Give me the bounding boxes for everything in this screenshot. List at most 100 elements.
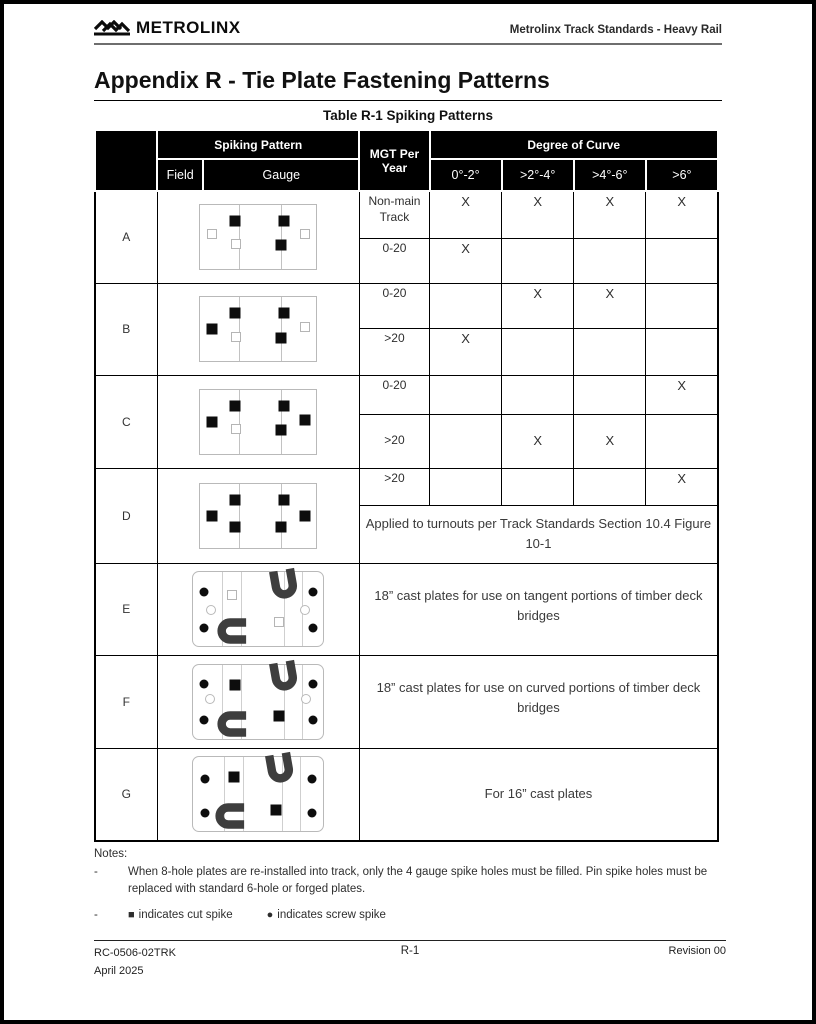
- gauge-header: Gauge: [202, 158, 361, 192]
- cut-spike-legend: ■ indicates cut spike: [128, 907, 233, 924]
- cut-spike-marker: [229, 400, 241, 411]
- deg-col-header: >2°-4°: [500, 158, 575, 192]
- rail-line: [221, 572, 223, 646]
- cast-plate-e: [192, 567, 325, 647]
- tie-plate-diagram: [156, 747, 360, 842]
- cut-spike-marker: [278, 215, 290, 227]
- cut-spike-marker: [229, 307, 241, 319]
- metrolinx-logo-icon: [94, 19, 130, 35]
- cut-spike-marker: [278, 307, 290, 319]
- rail-line: [238, 389, 240, 454]
- curve-mark: X: [428, 237, 503, 284]
- curve-mark: [573, 374, 647, 415]
- tie-plate-diagram: [156, 282, 360, 376]
- mgt-value: Non-main Track: [358, 190, 431, 239]
- hole-spike-marker: [300, 604, 311, 615]
- note-dash: -: [94, 866, 98, 878]
- cut-spike-marker: [206, 416, 218, 427]
- note-item-legend: - ■ indicates cut spike ● indicates screw …: [94, 907, 734, 924]
- page-title: Appendix R - Tie Plate Fastening Pattern…: [94, 67, 550, 93]
- curve-mark: [428, 282, 503, 329]
- rail-anchor-clip-icon: [217, 618, 247, 644]
- curve-mark: [501, 237, 575, 284]
- rail-anchor-clip-icon: [217, 710, 247, 737]
- cut-spike-marker: [275, 332, 287, 344]
- pin-spike-marker: [231, 239, 242, 250]
- curve-mark: [573, 237, 647, 284]
- mgt-value: >20: [358, 413, 431, 469]
- rail-line: [242, 757, 244, 832]
- hole-spike-marker: [205, 694, 216, 705]
- mgt-value: 0-20: [358, 374, 431, 415]
- cut-spike-marker: [299, 510, 311, 521]
- note-dash: -: [94, 908, 98, 921]
- pin-spike-marker: [299, 229, 310, 240]
- footer-doc-number: RC-0506-02TRK: [94, 947, 176, 959]
- table-row-a: A Non-main Track X X X X: [94, 190, 719, 284]
- spike-plate-b: [199, 296, 318, 362]
- screw-spike-marker: [308, 679, 318, 689]
- curve-mark: [501, 327, 575, 376]
- title-divider: [94, 100, 722, 101]
- pattern-letter: E: [94, 562, 158, 656]
- rail-line: [238, 205, 240, 270]
- deg-col-header: 0°-2°: [428, 158, 503, 192]
- curve-mark: [645, 282, 719, 329]
- tie-plate-diagram: [156, 562, 360, 656]
- pattern-letter: D: [94, 467, 158, 564]
- footer-revision: Revision 00: [668, 945, 726, 957]
- rail-line: [281, 205, 283, 270]
- curve-mark: [428, 467, 503, 506]
- curve-mark: [501, 467, 575, 506]
- screw-spike-marker: [307, 774, 317, 784]
- cut-spike-marker: [229, 494, 241, 506]
- table-title: Table R-1 Spiking Patterns: [322, 108, 494, 123]
- spike-plate-d: [199, 482, 318, 549]
- rail-line: [238, 483, 240, 548]
- curve-mark: X: [501, 282, 575, 329]
- rail-line: [224, 757, 226, 832]
- curve-mark: [501, 374, 575, 415]
- tie-plate-diagram: [156, 654, 360, 749]
- cut-spike-icon: ■: [128, 908, 135, 921]
- cut-spike-marker: [206, 323, 218, 335]
- spiking-pattern-header: Spiking Pattern: [156, 129, 361, 160]
- pin-spike-marker: [299, 322, 310, 333]
- curve-mark: [428, 374, 503, 415]
- curve-mark: [645, 413, 719, 469]
- pin-spike-marker: [206, 229, 217, 240]
- pattern-note: For 16” cast plates: [358, 747, 719, 842]
- curve-mark: X: [428, 327, 503, 376]
- notes-heading: Notes:: [94, 848, 128, 860]
- screw-spike-icon: ●: [266, 908, 274, 921]
- curve-mark: [645, 237, 719, 284]
- rail-anchor-clip-icon: [215, 803, 244, 830]
- table-row-f: F 18” cast plates for use on curved port…: [94, 654, 719, 749]
- screw-spike-legend: ● indicates screw spike: [267, 907, 386, 924]
- rail-anchor-clip-icon: [269, 567, 298, 599]
- rail-line: [299, 757, 301, 832]
- curve-mark: X: [501, 413, 575, 469]
- table-row-c2: >20 X X: [95, 413, 719, 469]
- footer-page-number: R-1: [400, 945, 420, 957]
- screw-spike-marker: [308, 715, 318, 725]
- note-item: - When 8-hole plates are re-installed in…: [94, 864, 734, 899]
- rail-line: [241, 572, 243, 646]
- cut-spike-marker: [270, 804, 282, 816]
- pattern-letter: C: [94, 374, 158, 469]
- cut-spike-marker: [206, 510, 218, 521]
- cut-spike-marker: [275, 239, 287, 251]
- degree-of-curve-header: Degree of Curve: [428, 129, 719, 160]
- rail-line: [281, 297, 283, 361]
- curve-mark: X: [573, 413, 647, 469]
- rail-line: [241, 664, 243, 739]
- rail-line: [281, 389, 283, 454]
- brand-name: METROLINX: [136, 18, 241, 37]
- cut-spike-marker: [229, 215, 241, 227]
- notes-section: Notes: - When 8-hole plates are re-insta…: [94, 848, 734, 924]
- rail-line: [281, 757, 283, 832]
- screw-spike-legend-text: indicates screw spike: [277, 908, 386, 921]
- rail-line: [221, 664, 223, 739]
- screw-spike-marker: [308, 623, 318, 632]
- spiking-patterns-table: Spiking Pattern MGT Per Year Degree of C…: [93, 129, 720, 842]
